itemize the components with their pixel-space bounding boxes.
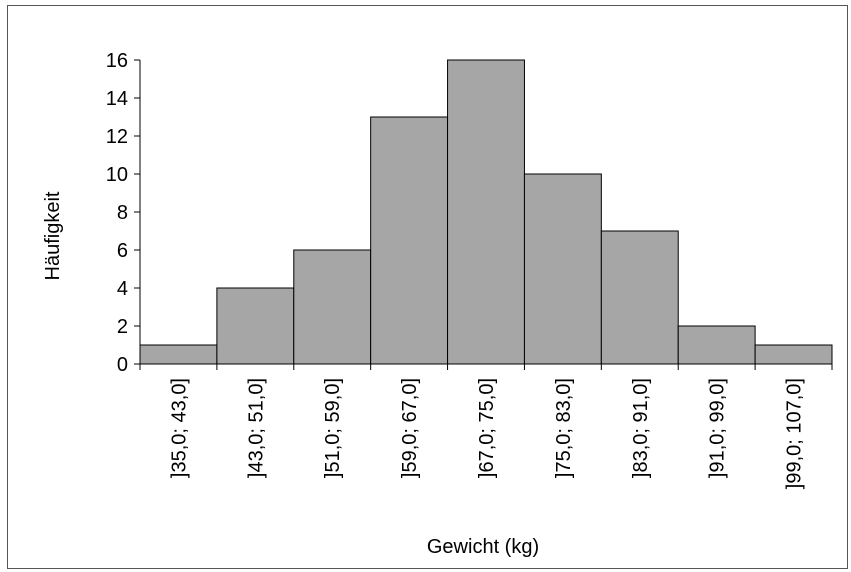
x-tick-label-8: ]99,0; 107,0] [784, 378, 806, 489]
x-axis-label: Gewicht (kg) [427, 536, 539, 558]
x-tick-label-0: ]35,0; 43,0] [168, 378, 190, 478]
x-tick-label-2: ]51,0; 59,0] [322, 378, 344, 478]
y-tick-label-0: 0 [117, 354, 128, 376]
y-axis: 0 2 4 6 8 10 12 14 16 [106, 50, 141, 376]
y-tick-label-6: 12 [106, 126, 128, 148]
x-tick-label-4: ]67,0; 75,0] [476, 378, 498, 478]
bar-1 [216, 287, 295, 365]
x-tick-label-7: ]91,0; 99,0] [707, 378, 729, 478]
bar-5 [523, 173, 602, 365]
bar-8 [754, 344, 833, 365]
bar-4 [447, 59, 525, 365]
y-tick-label-2: 4 [117, 278, 128, 300]
y-axis-label: Häufigkeit [42, 191, 64, 280]
bar-3 [370, 116, 449, 365]
bar-2 [293, 249, 372, 365]
y-tick-label-5: 10 [106, 164, 128, 186]
x-tick-label-5: ]75,0; 83,0] [553, 378, 575, 478]
bar-0 [139, 344, 218, 365]
x-tick-label-3: ]59,0; 67,0] [399, 378, 421, 478]
bar-7 [677, 325, 756, 365]
x-axis: ]35,0; 43,0] ]43,0; 51,0] ]51,0; 59,0] ]59,… [139, 363, 833, 489]
bar-6 [600, 230, 679, 365]
y-tick-label-8: 16 [106, 50, 128, 72]
bars-group [139, 59, 833, 365]
y-tick-label-3: 6 [117, 240, 128, 262]
y-tick-label-1: 2 [117, 316, 128, 338]
x-tick-label-1: ]43,0; 51,0] [245, 378, 267, 478]
x-tick-label-6: ]83,0; 91,0] [630, 378, 652, 478]
y-tick-label-4: 8 [117, 202, 128, 224]
y-tick-label-7: 14 [106, 88, 128, 110]
